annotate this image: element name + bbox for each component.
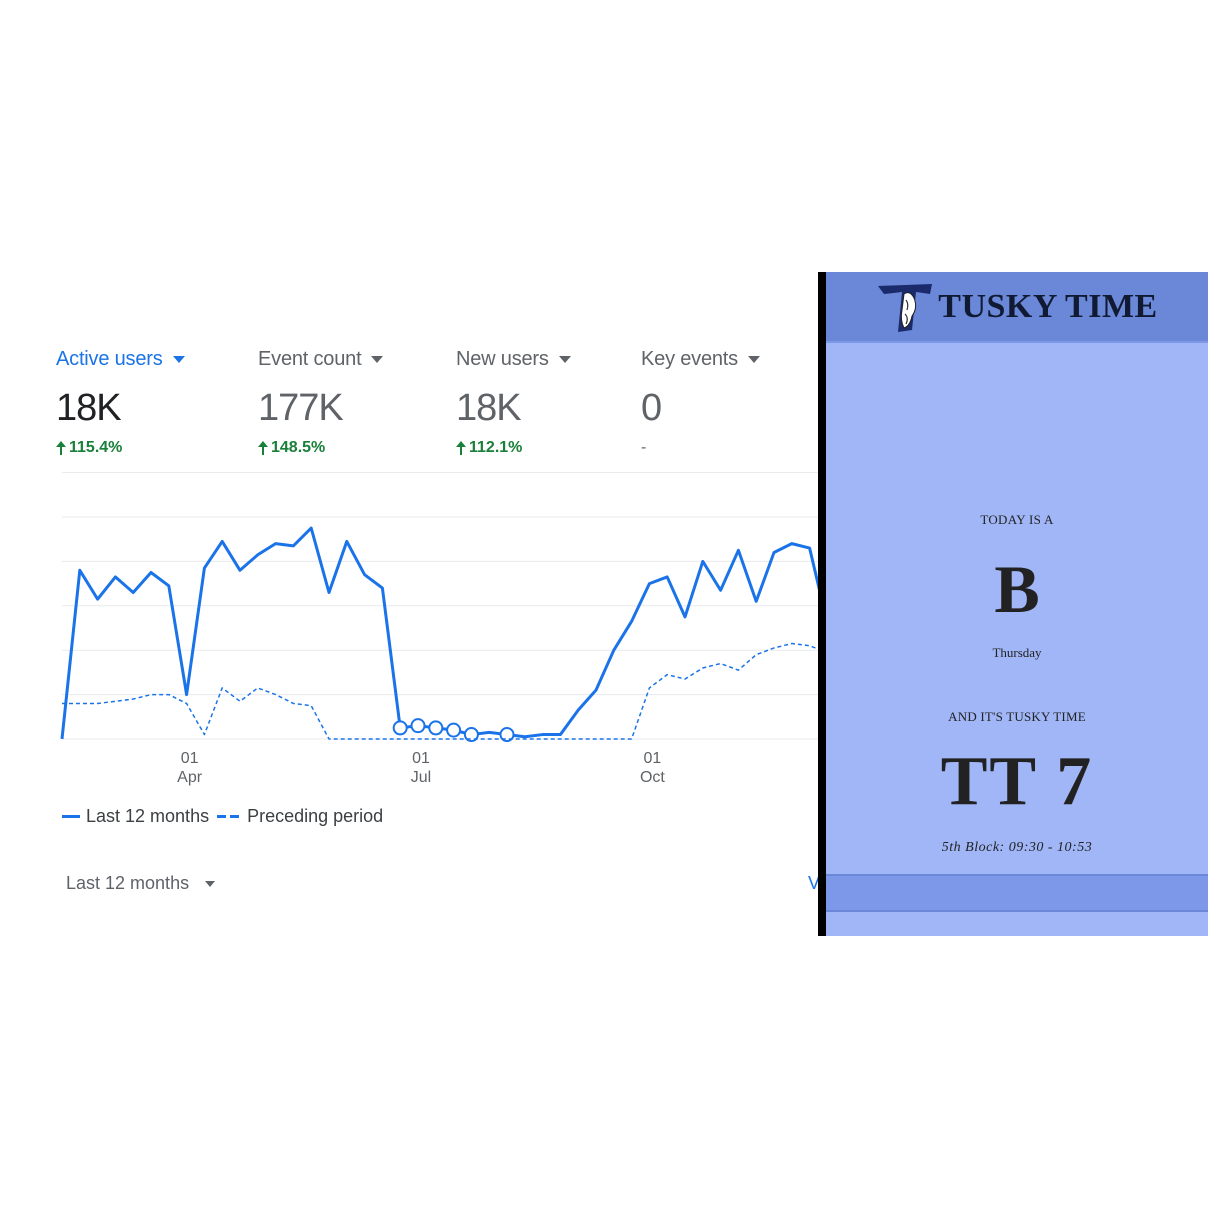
dropdown-caret-icon[interactable]: [205, 880, 216, 887]
arrow-up-icon: [56, 441, 66, 455]
dropdown-caret-icon[interactable]: [747, 356, 760, 363]
series-point-marker: [446, 722, 462, 738]
arrow-up-icon: [456, 441, 466, 455]
date-range-label[interactable]: Last 12 months: [66, 873, 190, 893]
x-tick-day: 01: [181, 750, 199, 767]
today-label: TODAY IS A: [980, 512, 1054, 527]
series-point-marker: [428, 720, 444, 736]
metric-value: 177K: [258, 387, 344, 429]
series-point-marker: [392, 720, 408, 736]
line-chart: 01 Apr 01 Jul 01 Oct: [60, 516, 818, 786]
metric-value: 0: [641, 387, 662, 429]
series-line-0: [60, 526, 818, 740]
chart-legend: Last 12 months Preceding period: [62, 806, 383, 827]
metric-event-count[interactable]: Event count 177K 148.5%: [258, 348, 384, 457]
view-report-link[interactable]: V: [808, 873, 821, 893]
metric-change: 148.5%: [258, 439, 383, 457]
arrow-up-icon: [258, 441, 268, 455]
day-letter: B: [994, 551, 1040, 627]
metric-change: -: [641, 439, 647, 456]
block-info: 5th Block: 09:30 - 10:53: [941, 840, 1093, 855]
tusky-header: TUSKY TIME: [826, 272, 1208, 343]
legend-dashed-swatch: [217, 815, 240, 818]
metric-label[interactable]: Event count: [258, 348, 384, 371]
analytics-panel: Active users 18K 115.4% Event count 177K…: [56, 348, 821, 894]
x-tick-month: Apr: [177, 769, 203, 786]
date-range-selector[interactable]: Last 12 months: [66, 873, 216, 894]
metric-change: 112.1%: [456, 439, 571, 457]
series-line-1: [62, 642, 818, 740]
metric-active-users[interactable]: Active users 18K 115.4%: [56, 348, 185, 457]
metric-label[interactable]: Key events: [641, 348, 760, 371]
legend-current-label: Last 12 months: [86, 806, 210, 826]
divider: [62, 472, 818, 473]
metric-label[interactable]: Active users: [56, 348, 185, 371]
metric-label[interactable]: New users: [456, 348, 571, 371]
tusky-footer-bar: [826, 874, 1208, 912]
weekday: Thursday: [992, 645, 1042, 660]
x-tick-day: 01: [412, 750, 430, 767]
x-tick-month: Oct: [640, 769, 665, 786]
dropdown-caret-icon[interactable]: [558, 356, 571, 363]
metric-change: 115.4%: [56, 439, 185, 457]
x-tick-day: 01: [644, 750, 662, 767]
tusky-time-value: TT 7: [940, 743, 1094, 820]
legend-solid-swatch: [62, 815, 80, 818]
series-point-marker: [410, 718, 426, 734]
tusky-logo-icon: [878, 283, 933, 332]
tusky-panel: TUSKY TIME TODAY IS A B Thursday AND IT'…: [826, 272, 1208, 936]
metric-value: 18K: [456, 387, 522, 429]
x-tick-month: Jul: [411, 769, 431, 786]
legend-previous-label: Preceding period: [247, 806, 384, 826]
tusky-time-label: AND IT'S TUSKY TIME: [948, 709, 1086, 724]
series-point-marker: [463, 727, 479, 743]
series-point-marker: [499, 727, 515, 743]
metric-new-users[interactable]: New users 18K 112.1%: [456, 348, 571, 457]
tusky-title: TUSKY TIME: [938, 287, 1158, 325]
metric-key-events[interactable]: Key events 0 -: [641, 348, 760, 457]
tusky-time-widget: TUSKY TIME TODAY IS A B Thursday AND IT'…: [818, 272, 1208, 936]
metric-value: 18K: [56, 387, 122, 429]
dropdown-caret-icon[interactable]: [172, 356, 185, 363]
dropdown-caret-icon[interactable]: [371, 356, 384, 363]
